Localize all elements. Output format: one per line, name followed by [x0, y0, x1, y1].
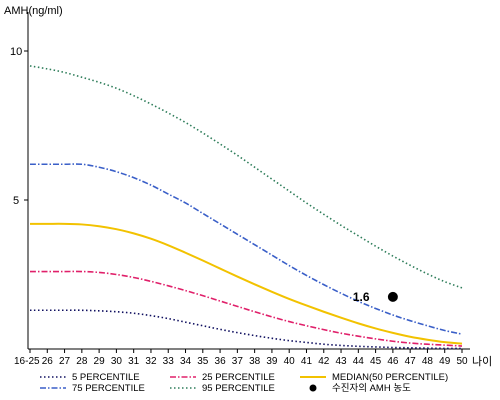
x-tick-label: 32 [145, 356, 157, 367]
x-tick-label: 36 [215, 356, 227, 367]
x-tick-label: 46 [387, 356, 399, 367]
x-tick-label: 31 [128, 356, 140, 367]
x-tick-label: 16-25 [14, 356, 40, 367]
legend-swatch-patient [309, 384, 317, 392]
legend-label-0: 5 PERCENTILE [72, 372, 140, 383]
x-tick-label: 38 [249, 356, 261, 367]
x-tick-label: 34 [180, 356, 192, 367]
x-tick-label: 50 [456, 356, 468, 367]
y-axis-label: AMH(ng/ml) [4, 5, 63, 17]
legend-label-patient: 수진자의 AMH 농도 [332, 383, 411, 394]
x-tick-label: 26 [42, 356, 54, 367]
series-line-1 [29, 270, 463, 347]
series-line-4 [29, 65, 463, 289]
x-tick-label: 48 [422, 356, 434, 367]
series-line-2 [29, 222, 463, 345]
x-tick-label: 41 [301, 356, 313, 367]
x-tick-label: 40 [284, 356, 296, 367]
x-tick-label: 42 [318, 356, 330, 367]
x-tick-label: 33 [163, 356, 175, 367]
patient-amh-point [387, 291, 398, 302]
x-tick-label: 35 [197, 356, 209, 367]
x-tick-label: 30 [111, 356, 123, 367]
x-tick-label: 45 [370, 356, 382, 367]
x-tick-label: 39 [266, 356, 278, 367]
x-tick-label: 47 [405, 356, 417, 367]
x-tick-label: 43 [335, 356, 347, 367]
legend-label-2: MEDIAN(50 PERCENTILE) [332, 372, 448, 383]
x-tick-label: 37 [232, 356, 244, 367]
x-tick-label: 27 [59, 356, 71, 367]
patient-amh-value-label: 1.6 [353, 290, 370, 304]
x-tick-label: 29 [94, 356, 106, 367]
legend-label-1: 25 PERCENTILE [202, 372, 275, 383]
legend-label-4: 95 PERCENTILE [202, 383, 275, 394]
x-tick-label: 28 [76, 356, 88, 367]
series-line-0 [30, 309, 463, 350]
y-tick-label-5: 5 [13, 195, 19, 207]
x-tick-label: 44 [353, 356, 365, 367]
y-tick-label-10: 10 [10, 46, 22, 58]
x-tick-label: 49 [439, 356, 451, 367]
x-axis-label: 나이 [472, 355, 492, 368]
series-line-3 [30, 163, 463, 335]
legend-label-3: 75 PERCENTILE [72, 383, 145, 394]
